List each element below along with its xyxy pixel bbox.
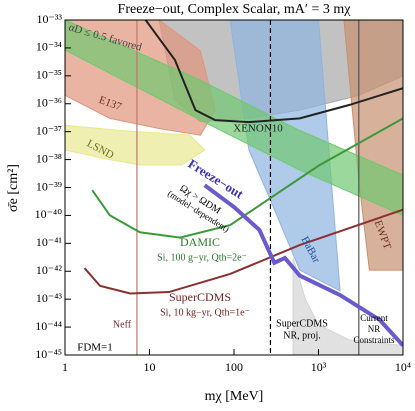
y-tick-label: 10⁻³⁶ <box>36 96 62 110</box>
y-tick-label: 10⁻⁴⁰ <box>35 207 63 221</box>
y-axis-label: σ̄e [cm²] <box>6 164 21 212</box>
x-tick-label: 10⁴ <box>395 360 411 374</box>
annotation: Si, 100 g−yr, Qth=2e⁻ <box>157 252 247 263</box>
x-tick-label: 100 <box>225 360 243 374</box>
annotation: Si, 10 kg−yr, Qth=1e⁻ <box>160 307 250 318</box>
y-tick-label: 10⁻⁴⁵ <box>35 347 62 361</box>
plot-area <box>65 20 403 355</box>
annotation: XENON10 <box>233 123 283 135</box>
series-line <box>91 117 403 239</box>
region <box>65 124 206 166</box>
y-tick-label: 10⁻⁴³ <box>36 291 63 305</box>
y-tick-label: 10⁻³⁷ <box>36 123 62 137</box>
series-line <box>144 20 403 124</box>
x-tick-label: 10 <box>144 360 156 374</box>
chart-title: Freeze−out, Complex Scalar, mA′ = 3 mχ <box>118 2 352 17</box>
annotation: NR, proj. <box>283 330 321 341</box>
annotation: NR <box>368 324 381 334</box>
y-tick-label: 10⁻³⁴ <box>36 40 62 54</box>
annotation: SuperCDMS <box>276 318 328 329</box>
annotation: SuperCDMS <box>169 290 231 304</box>
series-line <box>83 208 403 295</box>
y-tick-label: 10⁻³⁵ <box>36 68 62 82</box>
y-tick-label: 10⁻⁴² <box>36 263 63 277</box>
region <box>292 257 403 355</box>
x-tick-label: 1 <box>62 360 68 374</box>
region <box>343 20 403 271</box>
x-axis-label: mχ [MeV] <box>205 389 264 404</box>
annotation: Neff <box>113 319 132 330</box>
annotation: Constraints <box>353 335 394 345</box>
annotation: Current <box>360 313 388 323</box>
y-tick-label: 10⁻⁴⁴ <box>35 319 62 333</box>
y-tick-label: 10⁻³⁸ <box>36 151 62 165</box>
y-tick-label: 10⁻³⁹ <box>36 179 62 193</box>
series-line <box>203 183 403 347</box>
y-tick-label: 10⁻³³ <box>36 12 62 26</box>
annotation: FDM=1 <box>77 342 113 354</box>
x-tick-label: 10³ <box>311 360 327 374</box>
annotation: DAMIC <box>180 235 220 249</box>
y-tick-label: 10⁻⁴¹ <box>36 235 63 249</box>
